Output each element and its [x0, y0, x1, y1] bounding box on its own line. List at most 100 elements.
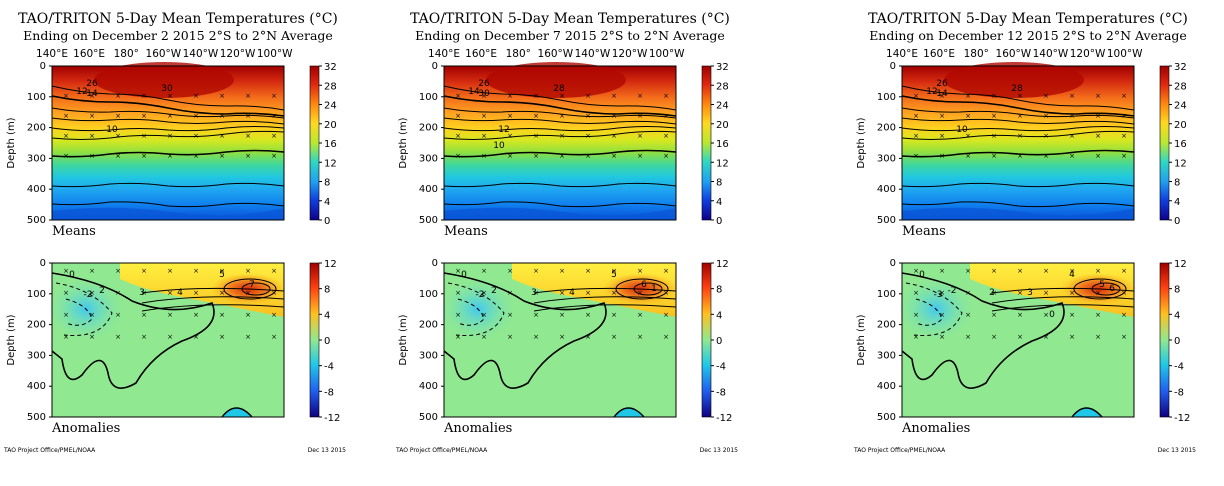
y-tick-label: 100 — [877, 92, 896, 103]
x-tick-label: 140°W — [1033, 48, 1069, 60]
sample-mark: × — [1095, 333, 1101, 341]
sample-mark: × — [585, 333, 591, 341]
contour-line — [901, 149, 1135, 158]
contour-label: 28 — [553, 84, 565, 94]
sample-mark: × — [507, 289, 513, 297]
y-tick-label: 100 — [877, 289, 896, 300]
sample-mark: × — [585, 289, 591, 297]
sample-mark: × — [219, 333, 225, 341]
sample-mark: × — [965, 152, 971, 160]
contour-label: 3 — [531, 288, 537, 298]
sample-mark: × — [167, 267, 173, 275]
sample-mark: × — [1017, 289, 1023, 297]
sample-mark: × — [481, 333, 487, 341]
sample-mark: × — [455, 152, 461, 160]
sample-mark: × — [1043, 132, 1049, 140]
sample-mark: × — [167, 132, 173, 140]
sample-mark: × — [167, 289, 173, 297]
colorbar-tick-label: -4 — [1174, 362, 1184, 373]
sample-mark: × — [271, 152, 277, 160]
sample-mark: × — [585, 112, 591, 120]
contour-label: 5 — [219, 270, 225, 280]
sample-mark: × — [585, 132, 591, 140]
contour-label: 14 — [468, 87, 480, 97]
contour-line — [901, 201, 1135, 208]
y-tick-label: 400 — [27, 381, 46, 392]
colorbar-tick-label: 16 — [1174, 139, 1187, 150]
y-axis-label: Depth (m) — [856, 314, 867, 365]
sample-mark: × — [1069, 311, 1075, 319]
y-tick-label: 200 — [419, 123, 438, 134]
colorbar-tick-label: 0 — [1174, 216, 1180, 227]
positive-contour — [141, 304, 285, 312]
x-tick-label: 180° — [114, 48, 139, 60]
colorbar-tick-label: -8 — [324, 387, 334, 398]
sample-mark: × — [1043, 333, 1049, 341]
colorbar-tick-label: -8 — [716, 387, 726, 398]
sample-mark: × — [455, 267, 461, 275]
sample-mark: × — [611, 311, 617, 319]
sample-mark: × — [455, 289, 461, 297]
means-frame — [443, 65, 677, 221]
sample-mark: × — [965, 132, 971, 140]
sample-mark: × — [141, 152, 147, 160]
sample-mark: × — [1121, 132, 1127, 140]
sample-mark: × — [1121, 333, 1127, 341]
sample-mark: × — [913, 92, 919, 100]
sample-mark: × — [63, 132, 69, 140]
x-tick-label: 140°E — [36, 48, 68, 60]
x-tick-label: 120°W — [1070, 48, 1106, 60]
sample-mark: × — [1069, 289, 1075, 297]
sample-mark: × — [271, 92, 277, 100]
chart-title: TAO/TRITON 5-Day Mean Temperatures (°C) — [868, 11, 1188, 27]
sample-mark: × — [939, 152, 945, 160]
colorbar-tick-label: 8 — [324, 285, 330, 296]
positive-contour — [1073, 278, 1127, 300]
x-tick-label: 180° — [506, 48, 531, 60]
plot-date: Dec 13 2015 — [308, 447, 347, 454]
y-tick-label: 500 — [27, 215, 46, 226]
sample-mark: × — [271, 311, 277, 319]
contour-line — [443, 126, 677, 132]
sample-mark: × — [1043, 92, 1049, 100]
sample-mark: × — [1017, 152, 1023, 160]
sample-mark: × — [965, 267, 971, 275]
contour-line — [443, 201, 677, 208]
contour-line — [443, 130, 677, 140]
bottom-anomaly — [613, 407, 645, 418]
sample-mark: × — [533, 132, 539, 140]
contour-line — [51, 130, 285, 140]
sample-mark: × — [219, 92, 225, 100]
x-tick-label: 120°W — [612, 48, 648, 60]
sample-mark: × — [63, 289, 69, 297]
colorbar-means — [309, 65, 320, 221]
sample-mark: × — [663, 152, 669, 160]
anomalies-frame — [901, 262, 1135, 418]
sample-mark: × — [167, 311, 173, 319]
contour-label: -3 — [934, 290, 943, 300]
contour-line — [51, 149, 285, 158]
sample-mark: × — [1121, 311, 1127, 319]
colorbar-tick-label: 4 — [716, 197, 722, 208]
x-tick-label: 100°W — [1107, 48, 1143, 60]
sample-mark: × — [245, 289, 251, 297]
sample-mark: × — [245, 152, 251, 160]
sample-mark: × — [1043, 289, 1049, 297]
sample-mark: × — [219, 152, 225, 160]
sample-mark: × — [115, 333, 121, 341]
sample-mark: × — [637, 311, 643, 319]
contour-label: 7 — [249, 280, 255, 290]
contour-line — [51, 201, 285, 208]
y-axis-label: Depth (m) — [398, 117, 409, 168]
sample-mark: × — [271, 333, 277, 341]
colorbar-tick-label: 0 — [1174, 336, 1180, 347]
credit-text: TAO Project Office/PMEL/NOAA — [3, 447, 96, 454]
sample-mark: × — [245, 267, 251, 275]
sample-mark: × — [245, 112, 251, 120]
colorbar-anomalies — [1159, 262, 1170, 418]
colorbar-tick-label: -8 — [1174, 387, 1184, 398]
positive-contour — [991, 287, 1135, 294]
colorbar-tick-label: 12 — [1174, 259, 1187, 270]
colorbar-tick-label: 4 — [716, 310, 722, 321]
sample-mark: × — [507, 132, 513, 140]
